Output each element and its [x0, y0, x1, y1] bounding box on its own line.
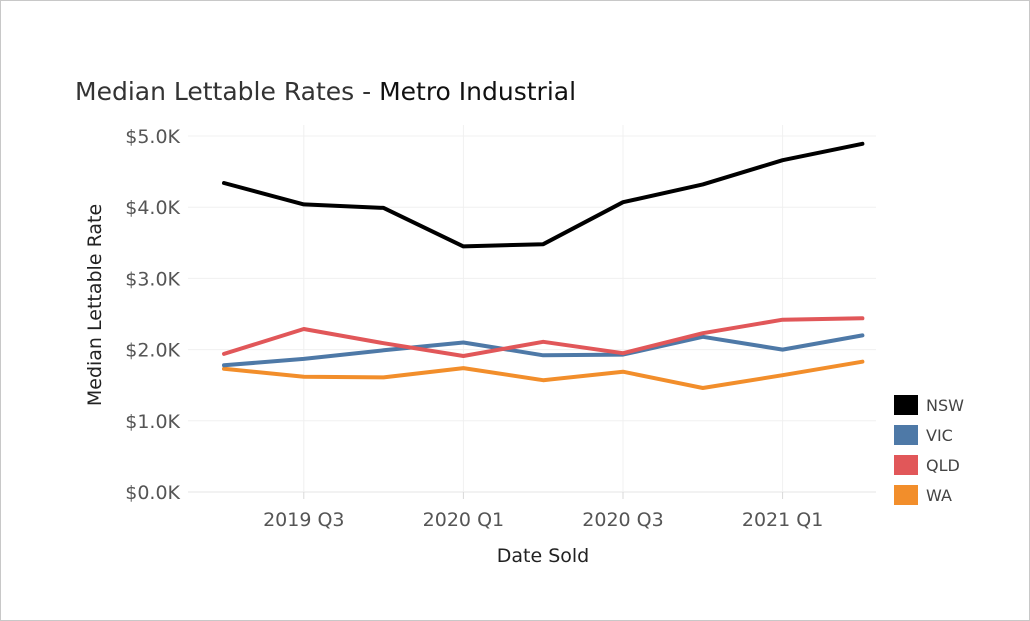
- y-tick-label: $5.0K: [125, 126, 180, 148]
- series-line-nsw: [222, 141, 865, 249]
- x-tick-label: 2021 Q1: [742, 509, 823, 531]
- series-line-wa: [222, 359, 865, 390]
- legend-item-nsw: NSW: [894, 390, 964, 420]
- series-line-vic: [222, 333, 865, 368]
- series-line-qld: [222, 316, 865, 358]
- legend-swatch: [894, 485, 918, 505]
- legend-swatch: [894, 455, 918, 475]
- legend-item-qld: QLD: [894, 450, 964, 480]
- chart-subtitle: Metro Industrial: [379, 77, 577, 106]
- x-axis-label: Date Sold: [496, 545, 590, 567]
- legend: NSW VIC QLD WA: [894, 390, 964, 510]
- legend-swatch: [894, 395, 918, 415]
- x-tick-label: 2019 Q3: [263, 509, 344, 531]
- y-tick-label: $1.0K: [125, 411, 180, 433]
- chart-title: Median Lettable Rates - Metro Industrial: [75, 77, 576, 106]
- y-tick-label: $0.0K: [125, 482, 180, 504]
- x-tick-label: 2020 Q3: [582, 509, 663, 531]
- x-tick-label: 2020 Q1: [423, 509, 504, 531]
- legend-item-wa: WA: [894, 480, 964, 510]
- legend-label: NSW: [926, 395, 964, 415]
- legend-swatch: [894, 425, 918, 445]
- chart-title-main: Median Lettable Rates -: [75, 77, 380, 106]
- y-tick-label: $3.0K: [125, 268, 180, 290]
- y-tick-label: $4.0K: [125, 197, 180, 219]
- y-tick-label: $2.0K: [125, 340, 180, 362]
- legend-label: WA: [926, 485, 952, 505]
- legend-label: QLD: [926, 455, 960, 475]
- legend-label: VIC: [926, 425, 953, 445]
- legend-item-vic: VIC: [894, 420, 964, 450]
